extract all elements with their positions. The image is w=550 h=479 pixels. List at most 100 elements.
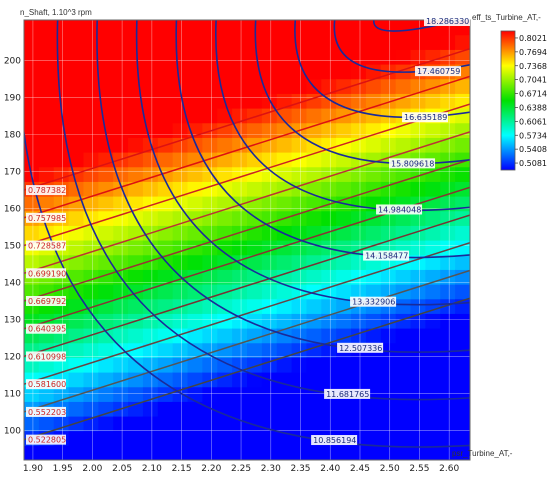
heatmap-cell xyxy=(187,401,203,417)
heatmap-cell xyxy=(440,416,456,432)
heatmap-cell xyxy=(410,225,426,241)
heatmap-cell xyxy=(38,416,55,432)
heatmap-cell xyxy=(232,445,248,460)
heatmap-cell xyxy=(276,386,293,402)
heatmap-cell xyxy=(113,254,129,270)
heatmap-cell xyxy=(24,225,40,241)
heatmap-cell xyxy=(395,269,412,285)
efficiency-label: 0.610998 xyxy=(28,352,66,361)
heatmap-cell xyxy=(351,20,367,36)
heatmap-cell xyxy=(261,152,278,168)
heatmap-cell xyxy=(425,342,441,358)
heatmap-cell xyxy=(440,254,456,270)
heatmap-cell xyxy=(425,430,441,446)
mass-flow-label-box xyxy=(311,435,358,446)
heatmap-cell xyxy=(247,342,263,358)
heatmap-cell xyxy=(113,49,129,65)
heatmap-cell xyxy=(351,313,367,329)
heatmap-cell xyxy=(113,328,129,344)
heatmap-cell xyxy=(128,328,144,344)
heatmap-cell xyxy=(351,357,367,373)
heatmap-cell xyxy=(395,34,412,50)
heatmap-cell xyxy=(38,445,55,460)
colorbar-tick-label: 0.5734 xyxy=(519,131,547,140)
heatmap-cell xyxy=(261,166,278,182)
heatmap-cell xyxy=(157,34,174,50)
heatmap-cell xyxy=(276,240,293,256)
heatmap-cell xyxy=(321,357,337,373)
heatmap-cell xyxy=(380,430,397,446)
heatmap-cell xyxy=(261,49,278,65)
heatmap-cell xyxy=(128,108,144,124)
heatmap-cell xyxy=(440,34,456,50)
heatmap-cell xyxy=(365,49,382,65)
heatmap-cell xyxy=(128,357,144,373)
heatmap-cell xyxy=(232,166,248,182)
heatmap-cell xyxy=(24,196,40,212)
heatmap-cell xyxy=(98,210,114,226)
heatmap-cell xyxy=(232,416,248,432)
heatmap-cell xyxy=(276,254,293,270)
heatmap-cell xyxy=(261,342,278,358)
heatmap-cell xyxy=(276,49,293,65)
heatmap-cell xyxy=(306,269,322,285)
heatmap-cell xyxy=(247,240,263,256)
efficiency-label: 0.757985 xyxy=(28,214,66,223)
heatmap-cell xyxy=(247,430,263,446)
heatmap-cell xyxy=(98,445,114,460)
heatmap-cell xyxy=(98,284,114,300)
x-tick-label: 2.30 xyxy=(261,464,281,474)
heatmap-cell xyxy=(247,401,263,417)
heatmap-cell xyxy=(291,64,308,80)
heatmap-cell xyxy=(202,445,218,460)
heatmap-cell xyxy=(395,401,412,417)
heatmap-cell xyxy=(455,357,470,373)
heatmap-cell xyxy=(336,284,352,300)
mass-flow-line-labels: 10.856194 11.681765 12.507336 13.332906 14.1… xyxy=(311,16,470,446)
heatmap-cell xyxy=(306,313,322,329)
heatmap-cell xyxy=(128,416,144,432)
heatmap-cell xyxy=(68,240,85,256)
colorbar xyxy=(500,30,516,171)
heatmap-cell xyxy=(440,93,456,109)
heatmap-cell xyxy=(455,284,470,300)
heatmap-cell xyxy=(187,34,203,50)
heatmap-cell xyxy=(24,284,40,300)
heatmap-cell xyxy=(440,122,456,138)
heatmap-cell xyxy=(113,93,129,109)
mass-flow-label: 14.984048 xyxy=(378,205,421,214)
heatmap-cell xyxy=(306,342,322,358)
heatmap-cell xyxy=(410,49,426,65)
heatmap-cell xyxy=(425,122,441,138)
heatmap-cell xyxy=(53,64,70,80)
heatmap-cell xyxy=(128,386,144,402)
heatmap-cell xyxy=(425,328,441,344)
heatmap-cell xyxy=(217,298,233,314)
heatmap-cell xyxy=(38,386,55,402)
heatmap-cell xyxy=(157,210,174,226)
heatmap-cell xyxy=(98,93,114,109)
heatmap-cell xyxy=(142,445,159,460)
heatmap-cell xyxy=(217,49,233,65)
heatmap-cell xyxy=(83,386,99,402)
heatmap-cell xyxy=(425,298,441,314)
heatmap-cell xyxy=(395,137,412,153)
heatmap-cell xyxy=(425,254,441,270)
heatmap-cell xyxy=(68,342,85,358)
efficiency-line-labels: 0.787382 0.757985 0.728587 0.699190 0.669792… xyxy=(26,185,66,445)
heatmap-cell xyxy=(113,430,129,446)
heatmap-cell xyxy=(113,357,129,373)
heatmap-cell xyxy=(247,284,263,300)
efficiency-line xyxy=(24,103,470,247)
heatmap-cell xyxy=(113,137,129,153)
heatmap-cell xyxy=(336,137,352,153)
heatmap-cell xyxy=(217,196,233,212)
efficiency-label: 0.552203 xyxy=(28,408,66,417)
heatmap-cell xyxy=(53,20,70,36)
heatmap-cell xyxy=(38,166,55,182)
x-tick-label: 2.45 xyxy=(350,464,370,474)
heatmap-cell xyxy=(440,328,456,344)
heatmap-cell xyxy=(276,64,293,80)
heatmap-cell xyxy=(336,357,352,373)
heatmap-cell xyxy=(68,328,85,344)
